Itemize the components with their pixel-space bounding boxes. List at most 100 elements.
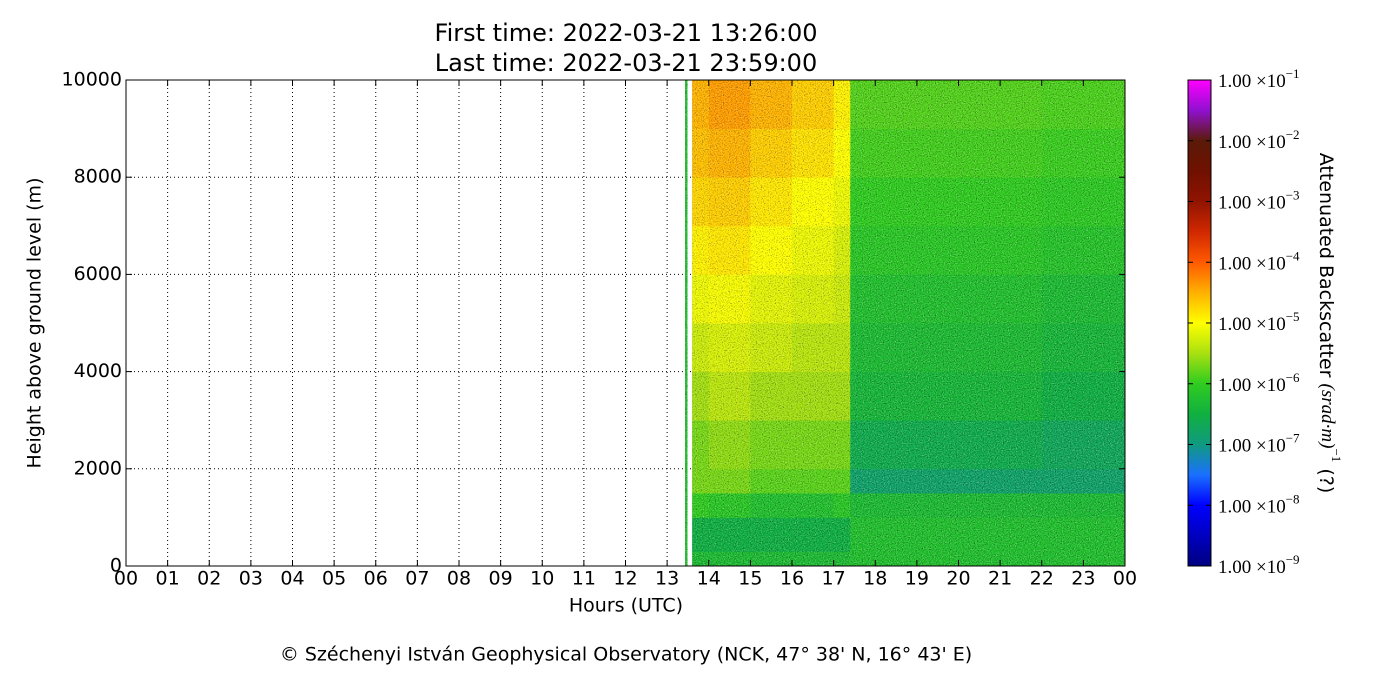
heatmap-cell — [850, 323, 876, 372]
heatmap-cell — [958, 517, 1001, 552]
colorbar-tick-exponent: −2 — [1286, 127, 1300, 142]
heatmap-cell — [750, 493, 793, 518]
heatmap-cell — [833, 371, 851, 421]
heatmap-cell — [850, 177, 876, 227]
heatmap-cell — [958, 225, 1001, 275]
x-tick-label: 01 — [156, 568, 180, 590]
heatmap-cell — [685, 128, 688, 178]
x-tick-label: 00 — [114, 568, 138, 590]
heatmap-cell — [850, 80, 876, 129]
heatmap-cells — [685, 80, 1126, 567]
colorbar-tick-label: 1.00 ×10−3 — [1218, 188, 1300, 214]
colorbar-tick-mantissa: 1.00 ×10 — [1218, 132, 1286, 153]
colorbar-tick-exponent: −8 — [1286, 491, 1300, 506]
heatmap-cell — [875, 225, 918, 275]
heatmap-cell — [1000, 274, 1043, 324]
heatmap-cell — [708, 517, 751, 552]
x-tick-label: 23 — [1071, 568, 1095, 590]
heatmap-cell — [833, 551, 851, 567]
x-tick-label: 07 — [405, 568, 429, 590]
heatmap-cell — [685, 80, 688, 129]
heatmap-cell — [792, 323, 835, 372]
heatmap-cell — [792, 493, 835, 518]
heatmap-cell — [708, 128, 751, 178]
x-tick-label: 15 — [738, 568, 762, 590]
heatmap-cell — [792, 551, 835, 567]
heatmap-cell — [685, 551, 688, 567]
x-tick-label: 22 — [1030, 568, 1054, 590]
heatmap-cell — [833, 225, 851, 275]
heatmap-cell — [958, 420, 1001, 470]
heatmap-cell — [692, 468, 710, 494]
heatmap-cell — [692, 80, 710, 129]
heatmap-cell — [1041, 493, 1084, 518]
heatmap-cell — [750, 80, 793, 129]
heatmap-cell — [1083, 323, 1126, 372]
heatmap-cell — [850, 274, 876, 324]
heatmap-cell — [850, 517, 876, 552]
colorbar-tick-label: 1.00 ×10−5 — [1218, 309, 1300, 335]
heatmap-cell — [792, 128, 835, 178]
heatmap-cell — [685, 468, 688, 494]
heatmap-cell — [1000, 517, 1043, 552]
heatmap-cell — [916, 493, 959, 518]
heatmap-cell — [685, 371, 688, 421]
heatmap-cell — [750, 225, 793, 275]
heatmap-cell — [850, 371, 876, 421]
x-tick-label: 12 — [613, 568, 637, 590]
heatmap-cell — [833, 517, 851, 552]
heatmap-cell — [750, 371, 793, 421]
heatmap-cell — [685, 323, 688, 372]
heatmap-cell — [692, 274, 710, 324]
x-tick-label: 10 — [530, 568, 554, 590]
x-tick-label: 08 — [447, 568, 471, 590]
y-axis-label: Height above ground level (m) — [24, 178, 46, 469]
heatmap-cell — [833, 323, 851, 372]
heatmap-cell — [708, 468, 751, 494]
heatmap-cell — [958, 493, 1001, 518]
y-tick-label: 6000 — [74, 263, 122, 285]
heatmap-cell — [1083, 468, 1126, 494]
heatmap-cell — [1000, 468, 1043, 494]
heatmap-cell — [750, 551, 793, 567]
heatmap-cell — [958, 551, 1001, 567]
heatmap-cell — [833, 128, 851, 178]
colorbar-tick-mantissa: 1.00 ×10 — [1218, 193, 1286, 214]
heatmap-cell — [958, 468, 1001, 494]
heatmap-cell — [1083, 177, 1126, 227]
x-tick-label: 19 — [905, 568, 929, 590]
x-tick-label: 14 — [697, 568, 721, 590]
heatmap-cell — [916, 468, 959, 494]
colorbar-tick-label: 1.00 ×10−9 — [1218, 552, 1300, 578]
heatmap-cell — [850, 493, 876, 518]
heatmap-cell — [1083, 225, 1126, 275]
heatmap-cell — [792, 517, 835, 552]
heatmap-cell — [833, 468, 851, 494]
heatmap-cell — [708, 177, 751, 227]
x-tick-label: 18 — [863, 568, 887, 590]
heatmap-cell — [1041, 177, 1084, 227]
heatmap-cell — [1083, 274, 1126, 324]
heatmap-cell — [1000, 80, 1043, 129]
colorbar-tick-mantissa: 1.00 ×10 — [1218, 436, 1286, 457]
heatmap-cell — [850, 128, 876, 178]
heatmap-cell — [833, 80, 851, 129]
heatmap-cell — [692, 420, 710, 470]
heatmap-cell — [958, 371, 1001, 421]
x-tick-label: 09 — [489, 568, 513, 590]
heatmap-cell — [1000, 323, 1043, 372]
heatmap-cell — [685, 420, 688, 470]
heatmap-cell — [750, 274, 793, 324]
x-tick-label: 04 — [280, 568, 304, 590]
heatmap-cell — [1083, 80, 1126, 129]
heatmap-cell — [685, 225, 688, 275]
heatmap-cell — [916, 551, 959, 567]
heatmap-cell — [875, 274, 918, 324]
colorbar-tick-exponent: −1 — [1286, 66, 1300, 81]
heatmap-cell — [916, 274, 959, 324]
colorbar-label-exponent: −1 — [1329, 448, 1344, 462]
colorbar-tick-exponent: −7 — [1286, 431, 1300, 446]
chart-subtitle: Last time: 2022-03-21 23:59:00 — [435, 49, 817, 77]
